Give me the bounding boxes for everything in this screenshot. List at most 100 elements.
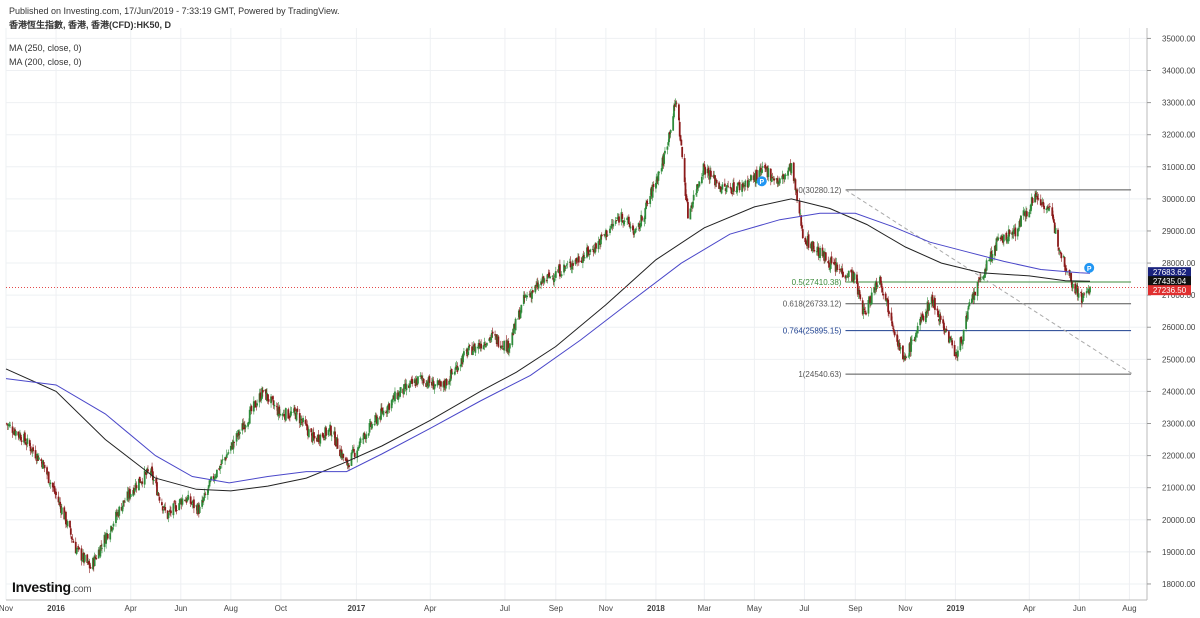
candle-body [778, 178, 781, 184]
candle-body [692, 194, 695, 201]
candle-body [1039, 199, 1042, 206]
y-tick-label: 24000.00 [1162, 387, 1196, 396]
candle-body [600, 234, 603, 237]
candle-body [346, 459, 349, 466]
candle-body [74, 541, 77, 554]
candle-body [856, 282, 859, 295]
candle-body [1052, 214, 1054, 220]
candle-body [736, 186, 739, 193]
candle-body [600, 235, 602, 245]
candle-body [282, 412, 285, 414]
candle-body [892, 329, 895, 332]
x-tick-label: May [747, 604, 762, 613]
candle-body [42, 462, 45, 465]
candle-body [55, 491, 57, 496]
candle-body [334, 431, 336, 445]
candle-body [1022, 210, 1025, 216]
y-tick-label: 22000.00 [1162, 452, 1196, 461]
candle-body [798, 201, 801, 214]
candle-body [919, 318, 922, 326]
x-tick-label: Jul [500, 604, 510, 613]
event-markers[interactable]: PP [756, 176, 1095, 273]
candle-body [313, 435, 316, 439]
candle-body [526, 295, 528, 298]
candle-body [715, 179, 718, 184]
candle-body [279, 413, 281, 416]
candle-body [23, 432, 26, 442]
candle-body [1059, 251, 1062, 254]
candle-body [398, 391, 401, 397]
candle-body [1058, 249, 1061, 252]
candle-body [968, 302, 971, 307]
candle-body [256, 403, 259, 406]
candle-body [57, 496, 60, 503]
x-tick-label: Nov [599, 604, 613, 613]
candle-body [29, 446, 32, 452]
candle-body [307, 429, 310, 438]
candle-body [450, 368, 453, 374]
x-tick-label: Apr [424, 604, 437, 613]
candle-body [792, 162, 795, 182]
candle-body [319, 434, 322, 444]
candle-body [572, 263, 574, 266]
candle-body [25, 443, 28, 446]
candle-body [859, 294, 862, 300]
candle-body [737, 183, 739, 186]
candle-body [549, 276, 551, 279]
candle-body [1080, 291, 1082, 293]
candle-body [143, 470, 146, 485]
candle-body [574, 259, 577, 265]
candle-body [583, 257, 586, 259]
candle-body [1045, 208, 1048, 211]
candle-body [81, 559, 84, 562]
ma-line [5, 198, 1091, 492]
candle-body [621, 213, 624, 219]
candle-body [700, 176, 703, 184]
candle-body [615, 220, 618, 221]
candle-body [813, 250, 816, 252]
candle-body [167, 513, 170, 519]
candle-body [229, 445, 232, 451]
candle-body [862, 307, 865, 314]
candle-body [369, 421, 372, 423]
candle-body [776, 178, 779, 184]
candle-body [374, 415, 377, 423]
candle-body [641, 216, 643, 221]
candle-body [95, 557, 98, 559]
candle-body [939, 315, 942, 320]
candle-body [204, 493, 207, 495]
candle-body [589, 249, 592, 253]
candle-body [70, 536, 73, 539]
candle-body [961, 339, 964, 345]
candle-body [794, 179, 797, 191]
event-marker [756, 176, 767, 187]
candle-body [696, 184, 698, 194]
candle-body [586, 247, 588, 258]
candle-body [879, 276, 882, 283]
x-tick-label: Sep [549, 604, 564, 613]
candle-body [271, 396, 274, 400]
candle-body [453, 371, 456, 375]
x-tick-label: Oct [275, 604, 288, 613]
candle-body [501, 345, 504, 347]
candle-body [582, 254, 585, 258]
candle-body [842, 271, 844, 277]
candle-body [548, 272, 551, 278]
candle-body [1043, 205, 1045, 210]
candle-body [1002, 234, 1005, 242]
candle-body [976, 281, 979, 297]
candle-body [157, 493, 160, 496]
candle-body [1081, 297, 1084, 302]
candle-body [784, 174, 787, 177]
candle-body [59, 501, 62, 506]
candle-body [1031, 198, 1034, 203]
candle-body [777, 181, 780, 185]
candle-body [893, 331, 896, 336]
candle-body [77, 546, 80, 548]
candle-body [577, 256, 580, 263]
candle-body [135, 485, 138, 489]
candle-body [201, 499, 204, 507]
candle-body [278, 406, 281, 414]
